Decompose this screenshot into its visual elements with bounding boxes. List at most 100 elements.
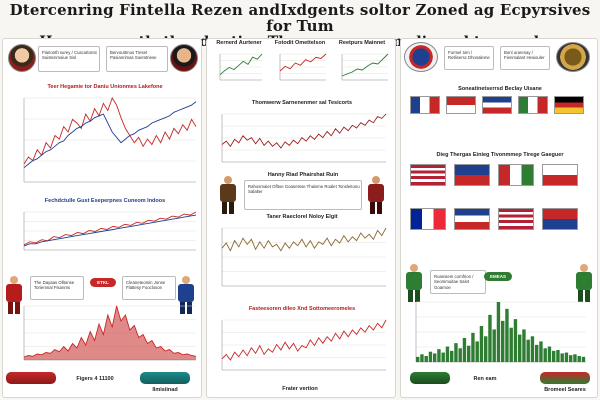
bar: [467, 345, 471, 362]
bar: [458, 348, 462, 362]
bar: [543, 348, 547, 362]
bar: [450, 350, 454, 362]
note-box-1: Flarionth surey / Cuscuttonst Suistenmoi…: [38, 46, 100, 72]
bar: [475, 341, 479, 362]
note-box-8: Roansiem comfrion / Seommuitae Salot Goa…: [430, 270, 486, 294]
chart-1-line: [23, 96, 197, 183]
figure-person-red: [4, 276, 24, 314]
series-line: [221, 227, 387, 252]
series-line: [23, 101, 197, 169]
bar: [522, 329, 526, 362]
bar: [454, 343, 458, 362]
flag-6: [410, 164, 446, 186]
flag-5: [554, 96, 584, 114]
bottom-label-1: Figers 4 11100: [76, 376, 114, 382]
bar: [552, 350, 556, 362]
bar: [564, 352, 569, 362]
etkl-label: ETKL: [90, 278, 116, 287]
bar: [471, 332, 475, 362]
note-box-6: Furmel tom / Retlisersc Dhosaleme: [444, 46, 494, 70]
figure-person-green-right: [574, 264, 594, 302]
bar: [530, 336, 535, 362]
flag-7: [454, 164, 490, 186]
mini-chart-1: [219, 53, 263, 81]
note-box-2: Bervouttmus Treset Pasianrimas Soemtries…: [106, 46, 168, 72]
figure-person-blue: [176, 276, 196, 314]
bar: [441, 352, 445, 362]
bar: [437, 349, 441, 362]
seal-badge-1: [404, 42, 438, 72]
flag-9: [542, 164, 578, 186]
note-text-4: Cleaneteomin Jonse Flattesy Foocloson: [126, 280, 166, 291]
flag-4: [518, 96, 548, 114]
bar: [496, 302, 501, 362]
mini-chart-1-title: Rernerd Aurtener: [216, 40, 262, 46]
portrait-badge-1: [8, 44, 36, 72]
bar: [509, 327, 513, 362]
flag-2: [446, 96, 476, 114]
bar: [505, 308, 509, 362]
bar: [573, 354, 577, 362]
note-text-3: The Dayaas Olltonse Toriemnal Fisanms: [34, 280, 75, 291]
bottom-label-5: Bromeel Seares: [544, 387, 586, 393]
bar: [535, 344, 539, 362]
bar: [484, 336, 488, 362]
seal-badge-2: [556, 42, 590, 72]
chart1-title: Teer Hegamie tor Daniu Unionmes Lakefone: [47, 84, 163, 90]
area-fill: [24, 306, 196, 360]
bottom-label-2: Ilmisiinad: [152, 387, 178, 393]
note-text-5: Rahosmaiet Ofltoe Goanetsse Thaisme Roal…: [248, 184, 360, 195]
center-chart-2-title: Taner Raeclorel Noloy Elgit: [266, 214, 338, 220]
note-box-7: Bonl uraresay / Fienmalant Hesiouler: [500, 46, 550, 70]
figure-person-green-left: [404, 264, 424, 302]
flag-13: [542, 208, 578, 230]
center-figure-caption: Hanny Riad Phairshat Ruin: [267, 172, 339, 178]
series-line: [221, 319, 387, 361]
bar: [501, 320, 505, 362]
chart-green-bars: [415, 301, 586, 363]
bar: [577, 356, 581, 362]
series-line: [23, 214, 197, 247]
center-column-panel: [206, 38, 396, 398]
mini-chart-3: [341, 53, 389, 81]
note-text-8: Roansiem comfrion / Seommuitae Salot Goa…: [434, 274, 474, 290]
center-chart-3: [221, 319, 387, 371]
center-chart-3-title: Fasteesoren dileo Xnd Sottomeeromeles: [248, 306, 356, 312]
note-text-7: Bonl uraresay / Fienmalant Hesiouler: [504, 50, 545, 61]
note-box-4: Cleaneteomin Jonse Flattesy Foocloson: [122, 276, 176, 300]
bar: [433, 353, 437, 362]
bottom-right-label-1: [410, 372, 450, 384]
title-line-1: Dtercenring Fintella Rezen andIxdgents s…: [9, 1, 591, 35]
bar: [560, 353, 564, 362]
bar: [518, 334, 522, 362]
center-chart-2: [221, 227, 387, 287]
series-line: [341, 53, 389, 77]
bar: [569, 355, 573, 362]
flag-12: [498, 208, 534, 230]
bar: [556, 350, 560, 362]
note-text-2: Bervouttmus Treset Pasianrimas Soemtries…: [110, 50, 157, 61]
series-line: [221, 113, 387, 149]
note-text-1: Flarionth surey / Cuscuttonst Suistenmoi…: [42, 50, 97, 61]
bar: [488, 314, 492, 362]
bar: [424, 356, 428, 362]
figure-person-right: [366, 176, 386, 214]
series-line: [279, 53, 327, 72]
bottom-right-label-2: [540, 372, 590, 384]
bar: [581, 356, 586, 362]
bar: [492, 329, 496, 362]
flag-10: [410, 208, 446, 230]
bar: [416, 356, 420, 362]
bar: [428, 351, 433, 362]
note-box-5: Rahosmaiet Ofltoe Goanetsse Thaisme Roal…: [244, 180, 362, 210]
bar: [547, 346, 552, 362]
chart-2-line: [23, 211, 197, 251]
bottom-label-4: Ren eam: [473, 376, 497, 382]
bottom-left-label-2: [140, 372, 190, 384]
flags-1-title: Soneatinetserrsd Beclay Uisane: [458, 86, 542, 92]
bottom-label-3: Frater vertion: [282, 386, 318, 392]
flag-3: [482, 96, 512, 114]
center-chart-1: [221, 113, 387, 163]
mini-chart-2: [279, 53, 327, 81]
mini-chart-2-title: Fotodit Omettelson: [274, 40, 326, 46]
